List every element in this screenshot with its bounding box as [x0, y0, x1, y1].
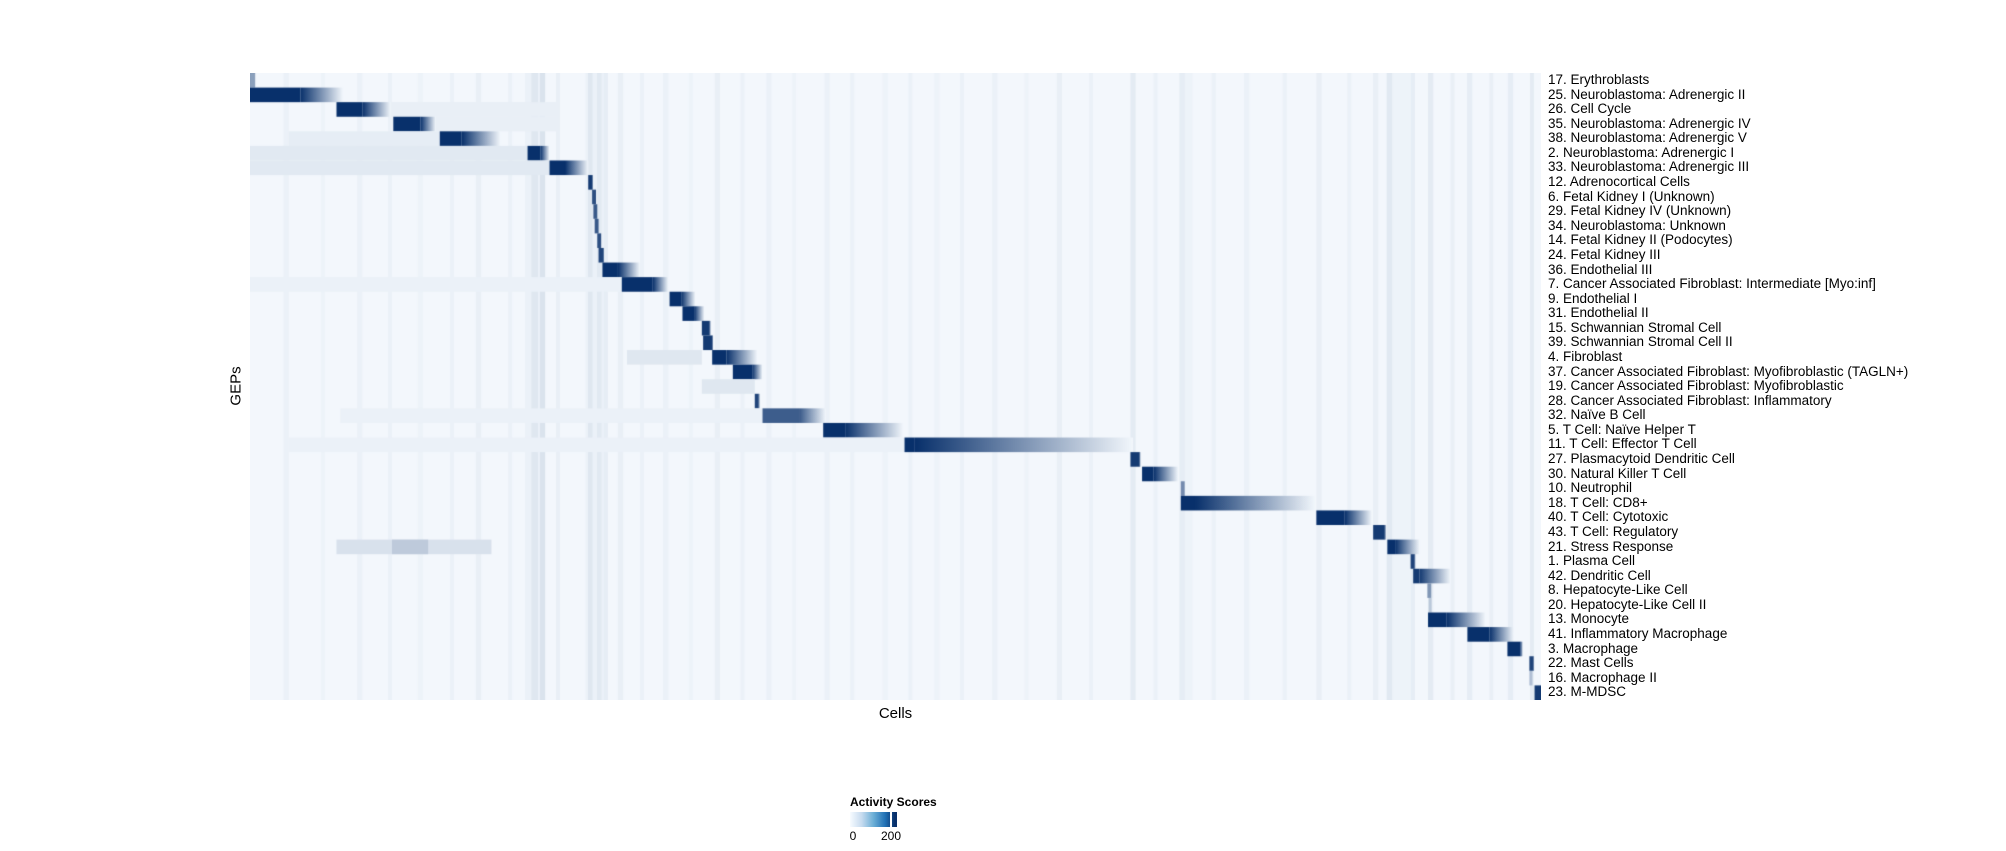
gep-row-label: 27. Plasmacytoid Dendritic Cell — [1548, 451, 1735, 467]
gep-row-label: 32. Naïve B Cell — [1548, 407, 1646, 423]
gep-row-label: 24. Fetal Kidney III — [1548, 246, 1661, 262]
gep-row-label: 6. Fetal Kidney I (Unknown) — [1548, 188, 1715, 204]
gep-row-label: 35. Neuroblastoma: Adrenergic IV — [1548, 115, 1751, 131]
colorbar-tick-200: 200 — [880, 829, 902, 843]
colorbar-tick-0: 0 — [849, 829, 857, 843]
gep-row-label: 23. M-MDSC — [1548, 684, 1627, 700]
colorbar-gradient — [850, 812, 897, 827]
gep-row-label: 40. T Cell: Cytotoxic — [1548, 509, 1669, 525]
gep-row-label: 12. Adrenocortical Cells — [1548, 174, 1690, 190]
gep-row-label: 28. Cancer Associated Fibroblast: Inflam… — [1548, 392, 1832, 408]
gep-row-label: 1. Plasma Cell — [1548, 553, 1636, 569]
gep-row-label: 21. Stress Response — [1548, 538, 1674, 554]
x-axis-label: Cells — [878, 705, 913, 722]
gep-row-label: 31. Endothelial II — [1548, 305, 1649, 321]
gep-row-label: 17. Erythroblasts — [1548, 72, 1650, 87]
gep-row-label: 2. Neuroblastoma: Adrenergic I — [1548, 144, 1735, 160]
gep-row-label: 34. Neuroblastoma: Unknown — [1548, 217, 1726, 233]
gep-row-label: 7. Cancer Associated Fibroblast: Interme… — [1548, 276, 1876, 292]
y-axis-label: GEPs — [227, 366, 245, 406]
gep-row-label: 11. T Cell: Effector T Cell — [1548, 436, 1697, 452]
gep-row-label: 25. Neuroblastoma: Adrenergic II — [1548, 86, 1746, 102]
gep-row-label: 13. Monocyte — [1548, 611, 1630, 627]
gep-row-label: 14. Fetal Kidney II (Podocytes) — [1548, 232, 1733, 248]
gep-row-label: 42. Dendritic Cell — [1548, 567, 1651, 583]
gep-row-label: 8. Hepatocyte-Like Cell — [1548, 582, 1688, 598]
colorbar-title: Activity Scores — [850, 795, 937, 809]
gep-row-labels: 17. Erythroblasts 25. Neuroblastoma: Adre… — [1548, 72, 2004, 700]
colorbar-tick-labels: 0 200 — [850, 829, 1050, 843]
gep-row-label: 10. Neutrophil — [1548, 480, 1633, 496]
gep-row-label: 36. Endothelial III — [1548, 261, 1653, 277]
gep-row-label: 4. Fibroblast — [1548, 348, 1623, 364]
gep-row-label: 30. Natural Killer T Cell — [1548, 465, 1687, 481]
gep-row-label: 15. Schwannian Stromal Cell — [1548, 319, 1722, 335]
colorbar-tickmark-200 — [890, 812, 892, 827]
gep-row-label: 39. Schwannian Stromal Cell II — [1548, 334, 1733, 350]
gep-row-label: 37. Cancer Associated Fibroblast: Myofib… — [1548, 363, 1909, 379]
heatmap-canvas — [250, 73, 1541, 700]
gep-row-label: 19. Cancer Associated Fibroblast: Myofib… — [1548, 378, 1844, 394]
colorbar-legend: Activity Scores 0 200 — [850, 795, 1050, 843]
gep-row-label: 41. Inflammatory Macrophage — [1548, 625, 1728, 641]
gep-row-label: 38. Neuroblastoma: Adrenergic V — [1548, 130, 1747, 146]
gep-row-label: 3. Macrophage — [1548, 640, 1639, 656]
gep-row-label: 18. T Cell: CD8+ — [1548, 494, 1648, 510]
gep-row-label: 16. Macrophage II — [1548, 669, 1657, 685]
gep-row-label: 33. Neuroblastoma: Adrenergic III — [1548, 159, 1750, 175]
gep-row-label: 43. T Cell: Regulatory — [1548, 523, 1679, 539]
gep-row-label: 26. Cell Cycle — [1548, 101, 1632, 117]
gep-row-label: 22. Mast Cells — [1548, 655, 1634, 671]
gep-row-label: 9. Endothelial I — [1548, 290, 1638, 306]
gep-row-label: 29. Fetal Kidney IV (Unknown) — [1548, 203, 1732, 219]
gep-row-label: 20. Hepatocyte-Like Cell II — [1548, 596, 1707, 612]
gep-row-label: 5. T Cell: Naïve Helper T — [1548, 421, 1696, 437]
